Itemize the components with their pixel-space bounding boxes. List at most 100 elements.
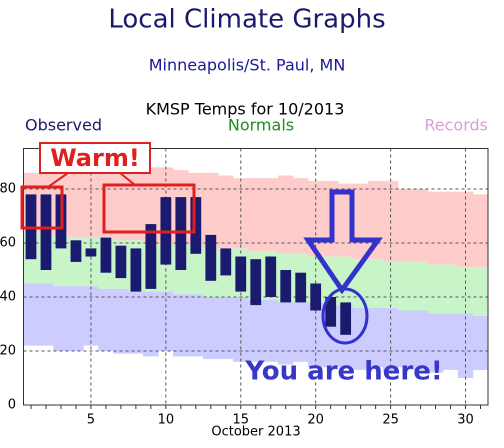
observed-bar [280, 270, 292, 303]
record-high-band [352, 183, 369, 260]
record-low-band [113, 288, 129, 354]
record-low-band [472, 315, 489, 370]
record-low-band [68, 286, 84, 351]
observed-bar [175, 197, 187, 270]
record-high-band [262, 178, 279, 252]
page-title: Local Climate Graphs [108, 5, 385, 35]
record-high-band [442, 191, 459, 265]
observed-bar [235, 256, 247, 292]
record-high-band [427, 191, 444, 265]
record-low-band [427, 313, 444, 373]
record-low-band [277, 302, 294, 365]
normal-band [472, 267, 489, 316]
record-low-band [382, 307, 399, 373]
record-low-band [23, 283, 39, 346]
record-low-band [248, 299, 264, 362]
record-low-band [412, 310, 429, 370]
record-low-band [53, 286, 69, 351]
annotations: Warm! You are here! [20, 142, 443, 387]
observed-bar [295, 272, 307, 303]
record-low-band [38, 283, 54, 346]
arrow [303, 189, 383, 295]
record-low-band [442, 313, 459, 370]
x-tick-label: 15 [232, 413, 249, 428]
record-low-band [203, 297, 219, 360]
record-low-band [128, 291, 144, 354]
observed-bar [340, 302, 352, 335]
record-low-band [173, 294, 189, 357]
record-low-band [218, 297, 234, 360]
record-low-band [98, 288, 114, 351]
observed-bar [310, 283, 322, 311]
normal-band [382, 261, 399, 308]
legend-records: Records [424, 116, 488, 135]
record-high-band [98, 170, 114, 238]
page-subtitle: Minneapolis/St. Paul, MN [149, 56, 346, 75]
observed-bar [40, 194, 52, 270]
here-annotation: You are here! [244, 357, 442, 387]
x-axis-label: October 2013 [211, 425, 300, 440]
record-high-band [292, 178, 309, 254]
x-tick-label: 30 [457, 413, 474, 428]
y-tick-label: 20 [0, 344, 16, 359]
record-low-band [83, 286, 99, 346]
normal-band [188, 245, 204, 295]
normal-band [427, 264, 444, 314]
y-tick-label: 40 [0, 290, 16, 305]
x-tick-label: 5 [87, 413, 95, 428]
normal-band [442, 264, 459, 314]
observed-bar [70, 240, 82, 262]
y-tick-label: 0 [8, 398, 16, 413]
normal-band [367, 259, 384, 308]
warm-box [39, 142, 151, 174]
record-high-band [233, 178, 249, 249]
observed-bar [205, 234, 217, 281]
record-low-band [188, 294, 204, 357]
record-low-band [457, 313, 474, 378]
chart-title: KMSP Temps for 10/2013 [146, 100, 345, 119]
record-low-band [158, 291, 174, 351]
record-low-band [143, 291, 159, 357]
y-tick-label: 80 [0, 182, 16, 197]
pointer [47, 172, 69, 188]
record-low-band [262, 299, 279, 362]
warm-annotation: Warm! [50, 144, 140, 172]
record-low-band [397, 310, 414, 368]
observed-bar [265, 256, 277, 297]
observed-bar [190, 197, 202, 254]
record-low-band [292, 302, 309, 362]
observed-bar [250, 259, 262, 306]
record-high-band [277, 175, 294, 254]
record-high-band [128, 167, 144, 241]
highlight-circle [321, 287, 369, 345]
normal-band [397, 261, 414, 311]
highlight-box [102, 183, 196, 234]
record-high-band [68, 167, 84, 238]
x-tick-label: 25 [382, 413, 399, 428]
x-tick-label: 10 [158, 413, 175, 428]
observed-bar [145, 224, 157, 289]
record-high-band [248, 178, 264, 252]
pointer [119, 172, 136, 186]
observed-bar [325, 297, 337, 327]
observed-bar [220, 248, 232, 276]
record-high-band [113, 172, 129, 241]
record-high-band [218, 175, 234, 249]
legend-normals: Normals [228, 116, 294, 135]
x-tick-label: 20 [307, 413, 324, 428]
observed-bar [115, 245, 127, 279]
record-high-band [397, 189, 414, 262]
normal-band [457, 267, 474, 314]
observed-bar [130, 248, 142, 292]
record-low-band [352, 307, 369, 370]
observed-bar [100, 237, 112, 273]
record-high-band [412, 189, 429, 262]
record-low-band [367, 307, 384, 368]
y-tick-label: 60 [0, 236, 16, 251]
record-high-band [203, 172, 219, 249]
observed-bar [85, 248, 97, 257]
record-high-band [472, 194, 489, 268]
highlight-box [20, 185, 64, 230]
